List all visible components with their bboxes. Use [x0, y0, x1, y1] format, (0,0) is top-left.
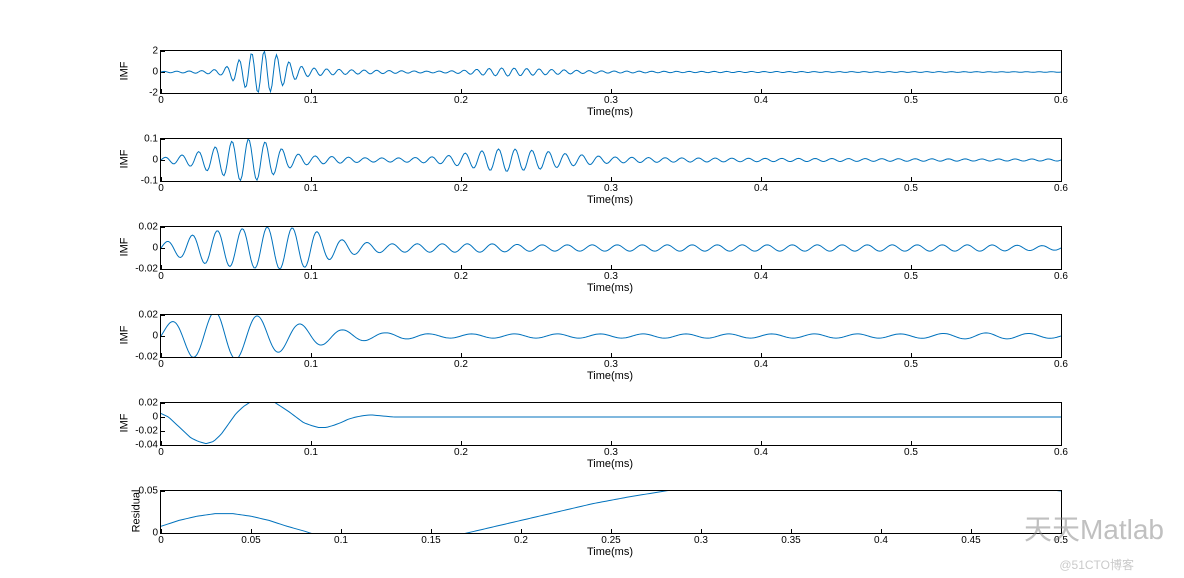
signal-line: [161, 315, 1061, 357]
xtick: 0.3: [604, 357, 618, 370]
xtick: 0.1: [304, 93, 318, 106]
ytick: 0.05: [139, 486, 161, 497]
xtick: 0: [158, 181, 164, 194]
xtick: 0.2: [454, 181, 468, 194]
signal-line: [161, 491, 1061, 533]
watermark-text: 天天Matlab: [1024, 508, 1164, 548]
ytick: -0.04: [135, 440, 161, 451]
ytick: 0.02: [139, 398, 161, 409]
xtick: 0.3: [604, 445, 618, 458]
xlabel: Time(ms): [587, 282, 633, 294]
xtick: 0.1: [304, 445, 318, 458]
ytick: 0.02: [139, 222, 161, 233]
xtick: 0.3: [604, 93, 618, 106]
subplot-3: IMF -0.0200.0200.10.20.30.40.50.6 Time(ms): [110, 314, 1070, 386]
xtick: 0: [158, 269, 164, 282]
signal-line: [161, 403, 1061, 445]
ytick: 0: [152, 412, 161, 423]
ylabel: IMF: [118, 150, 130, 169]
xtick: 0.6: [1054, 93, 1068, 106]
chart-container: IMF -20200.10.20.30.40.50.6 Time(ms) IMF -0.…: [110, 50, 1070, 540]
plot-box: -0.100.100.10.20.30.40.50.6: [160, 138, 1062, 182]
subplot-5: Residual00.0500.050.10.150.20.250.30.350…: [110, 490, 1070, 562]
subplot-4: IMF -0.04-0.0200.0200.10.20.30.40.50.6 Tim…: [110, 402, 1070, 474]
xtick: 0.05: [241, 533, 260, 546]
xtick: 0.5: [904, 93, 918, 106]
xtick: 0.1: [334, 533, 348, 546]
signal-line: [161, 227, 1061, 269]
ytick: 0.1: [144, 134, 161, 145]
xtick: 0.3: [694, 533, 708, 546]
ylabel: IMF: [118, 62, 130, 81]
xtick: 0.2: [454, 357, 468, 370]
plot-box: -20200.10.20.30.40.50.6: [160, 50, 1062, 94]
xlabel: Time(ms): [587, 106, 633, 118]
ytick: 0.02: [139, 310, 161, 321]
xtick: 0.6: [1054, 181, 1068, 194]
ytick: 0: [152, 243, 161, 254]
ytick: 0: [152, 331, 161, 342]
xtick: 0.4: [754, 93, 768, 106]
xtick: 0.35: [781, 533, 800, 546]
plot-box: -0.0200.0200.10.20.30.40.50.6: [160, 226, 1062, 270]
subplot-0: IMF -20200.10.20.30.40.50.6 Time(ms): [110, 50, 1070, 122]
xtick: 0.6: [1054, 357, 1068, 370]
xtick: 0.4: [754, 181, 768, 194]
subplot-1: IMF -0.100.100.10.20.30.40.50.6 Time(ms): [110, 138, 1070, 210]
xtick: 0.25: [601, 533, 620, 546]
ytick: -0.02: [135, 264, 161, 275]
ytick: 0: [152, 67, 161, 78]
xtick: 0.2: [454, 93, 468, 106]
ytick: -0.02: [135, 352, 161, 363]
ylabel: IMF: [118, 326, 130, 345]
plot-box: -0.04-0.0200.0200.10.20.30.40.50.6: [160, 402, 1062, 446]
signal-line: [161, 139, 1061, 181]
xtick: 0.45: [961, 533, 980, 546]
xtick: 0.2: [454, 269, 468, 282]
xtick: 0.1: [304, 269, 318, 282]
xtick: 0.3: [604, 269, 618, 282]
xtick: 0.1: [304, 357, 318, 370]
xtick: 0.6: [1054, 445, 1068, 458]
xtick: 0: [158, 93, 164, 106]
xtick: 0.3: [604, 181, 618, 194]
xtick: 0.1: [304, 181, 318, 194]
xtick: 0.5: [904, 357, 918, 370]
xlabel: Time(ms): [587, 370, 633, 382]
xtick: 0.5: [904, 445, 918, 458]
xtick: 0.15: [421, 533, 440, 546]
xtick: 0.4: [754, 357, 768, 370]
xlabel: Time(ms): [587, 546, 633, 558]
signal-line: [161, 51, 1061, 93]
xlabel: Time(ms): [587, 458, 633, 470]
subplot-2: IMF -0.0200.0200.10.20.30.40.50.6 Time(ms): [110, 226, 1070, 298]
xtick: 0: [158, 357, 164, 370]
plot-box: 00.0500.050.10.150.20.250.30.350.40.450.…: [160, 490, 1062, 534]
xtick: 0.2: [514, 533, 528, 546]
xtick: 0.4: [754, 269, 768, 282]
xtick: 0.2: [454, 445, 468, 458]
xtick: 0.4: [874, 533, 888, 546]
ytick: -0.02: [135, 426, 161, 437]
plot-box: -0.0200.0200.10.20.30.40.50.6: [160, 314, 1062, 358]
watermark-source: @51CTO博客: [1059, 556, 1134, 573]
xlabel: Time(ms): [587, 194, 633, 206]
xtick: 0: [158, 445, 164, 458]
xtick: 0.4: [754, 445, 768, 458]
ytick: 2: [152, 46, 161, 57]
xtick: 0.5: [904, 269, 918, 282]
ylabel: IMF: [118, 414, 130, 433]
ytick: 0: [152, 155, 161, 166]
xtick: 0: [158, 533, 164, 546]
xtick: 0.6: [1054, 269, 1068, 282]
ylabel: IMF: [118, 238, 130, 257]
xtick: 0.5: [904, 181, 918, 194]
